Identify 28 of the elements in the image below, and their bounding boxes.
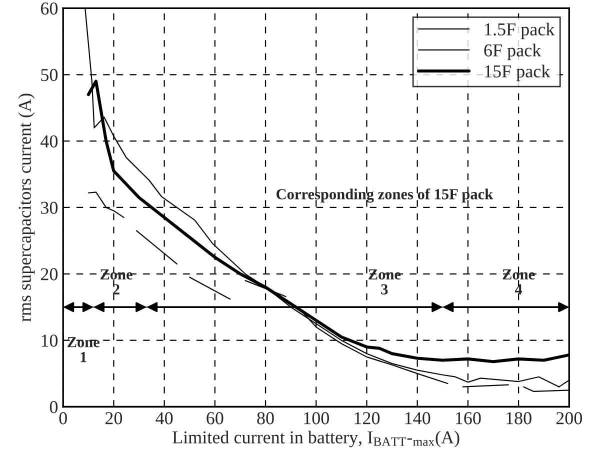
- annotation: Zone 3: [368, 269, 401, 294]
- annotation: Zone 4: [502, 269, 535, 294]
- x-tick-label: 120: [354, 412, 380, 424]
- y-tick-label: 0: [50, 401, 58, 414]
- x-tick-label: 180: [506, 412, 532, 424]
- y-tick-label: 50: [41, 68, 58, 82]
- annotation: Corresponding zones of 15F pack: [276, 188, 494, 203]
- x-tick-label: 100: [304, 412, 329, 424]
- x-tick-label: 40: [156, 412, 173, 424]
- x-axis-title: Limited current in battery, I$_{BATT}$-$_{max}$(A): [172, 430, 460, 448]
- x-tick-label: 20: [105, 412, 122, 424]
- legend-label: 1.5F pack: [485, 22, 555, 40]
- x-tick-label: 80: [257, 412, 274, 424]
- annotation: Zone 2: [100, 269, 132, 294]
- y-tick-label: 10: [42, 334, 58, 347]
- y-tick-label: 60: [40, 2, 58, 15]
- legend-label: 15F pack: [485, 64, 550, 82]
- y-tick-label: 40: [40, 135, 58, 148]
- x-tick-label: 140: [405, 412, 430, 424]
- y-tick-label: 30: [41, 202, 58, 214]
- y-tick-label: 20: [40, 268, 58, 280]
- annotation: Zone 1: [68, 337, 100, 362]
- y-axis-title: rms supercapacitors current (A): [18, 94, 35, 322]
- x-tick-label: 200: [556, 412, 582, 424]
- legend-label: 6F pack: [484, 44, 542, 60]
- x-tick-label: 0: [59, 412, 67, 424]
- x-tick-label: 60: [206, 412, 224, 424]
- x-tick-label: 160: [456, 412, 481, 424]
